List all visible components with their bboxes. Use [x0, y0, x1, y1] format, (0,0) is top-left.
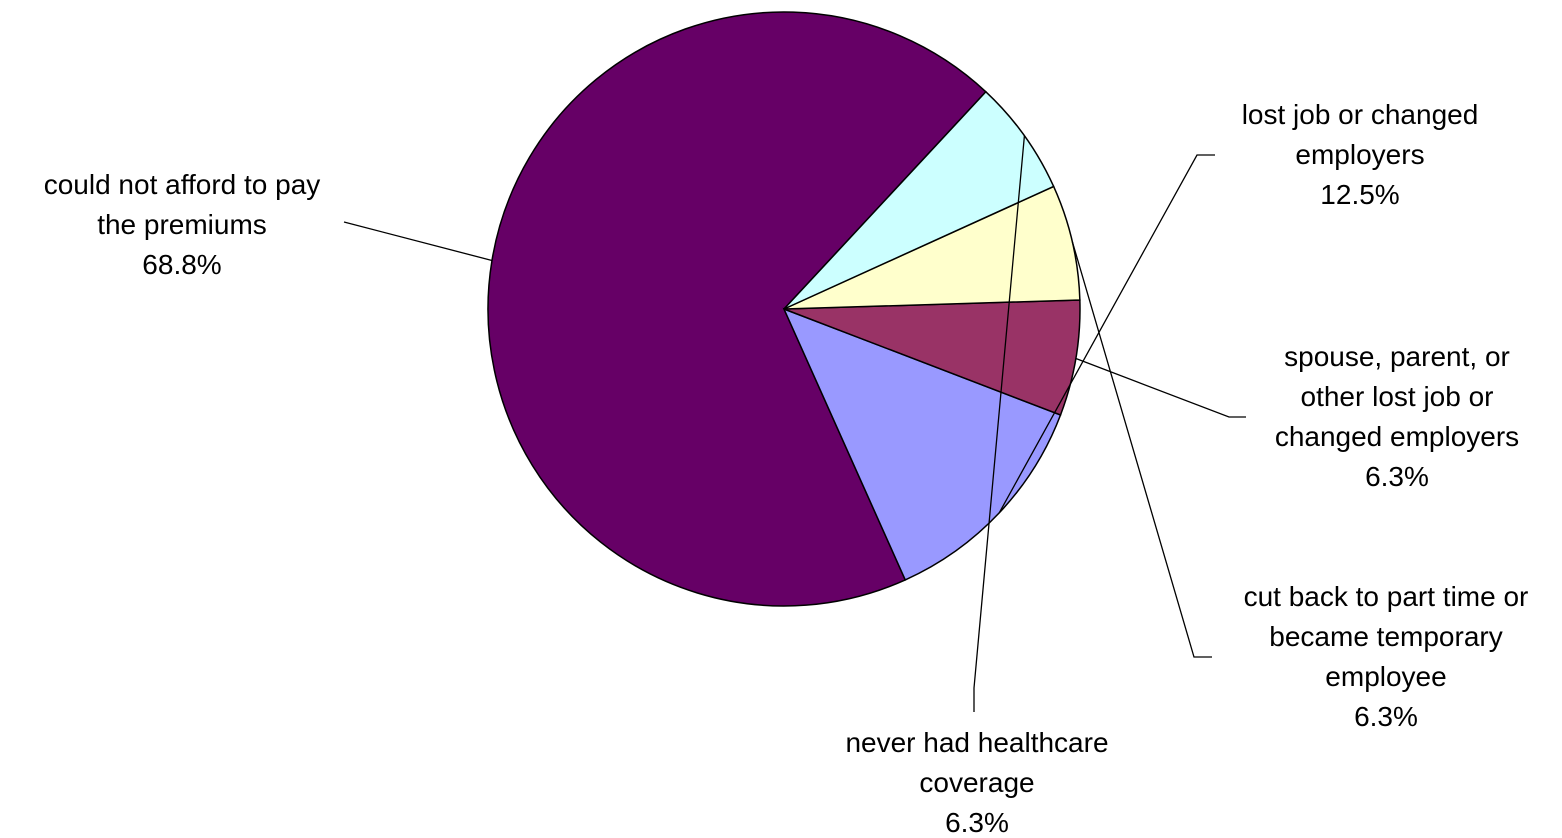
slice-labels: could not afford to pay the premiums 68.8%…: [44, 99, 1529, 838]
slice-label-lost-job-or-changed-employers: lost job or changed employers 12.5%: [1242, 99, 1479, 210]
slice-category-label: employers: [1295, 139, 1424, 170]
leader-line-cut-back-to-part-time-or-became-temporary-employee: [1071, 241, 1212, 658]
leader-line-never-had-healthcare-coverage: [973, 135, 1026, 712]
slice-category-label: the premiums: [97, 209, 267, 240]
slice-category-label: other lost job or: [1301, 381, 1494, 412]
leader-line-lost-job-or-changed-employers: [998, 154, 1215, 514]
slice-value-label: 6.3%: [945, 807, 1009, 838]
slice-label-could-not-afford-to-pay-the-premiums: could not afford to pay the premiums 68.8%: [44, 169, 321, 280]
pie-slice-spouse-parent-or-other-lost-job-or-changed-employers: [783, 299, 1081, 416]
leader-line-could-not-afford-to-pay-the-premiums: [343, 221, 493, 262]
slice-category-label: employee: [1325, 661, 1446, 692]
slice-label-spouse-parent-or-other-lost-job-or-changed-employers: spouse, parent, or other lost job or chang…: [1275, 341, 1519, 492]
slice-label-never-had-healthcare-coverage: never had healthcare coverage 6.3%: [845, 727, 1108, 838]
slice-category-label: spouse, parent, or: [1284, 341, 1510, 372]
slice-category-label: lost job or changed: [1242, 99, 1479, 130]
slice-category-label: cut back to part time or: [1244, 581, 1529, 612]
slice-category-label: never had healthcare: [845, 727, 1108, 758]
leader-line-spouse-parent-or-other-lost-job-or-changed-employers: [1075, 357, 1246, 418]
slice-category-label: changed employers: [1275, 421, 1519, 452]
slice-label-cut-back-to-part-time-or-became-temporary-employee: cut back to part time or became temporary…: [1244, 581, 1529, 732]
slice-category-label: became temporary: [1269, 621, 1502, 652]
slice-value-label: 68.8%: [142, 249, 221, 280]
leader-lines: [343, 135, 1246, 712]
slice-value-label: 12.5%: [1320, 179, 1399, 210]
slice-value-label: 6.3%: [1354, 701, 1418, 732]
slice-category-label: could not afford to pay: [44, 169, 321, 200]
slice-category-label: coverage: [919, 767, 1034, 798]
slice-value-label: 6.3%: [1365, 461, 1429, 492]
pie-slices: [487, 11, 1081, 607]
